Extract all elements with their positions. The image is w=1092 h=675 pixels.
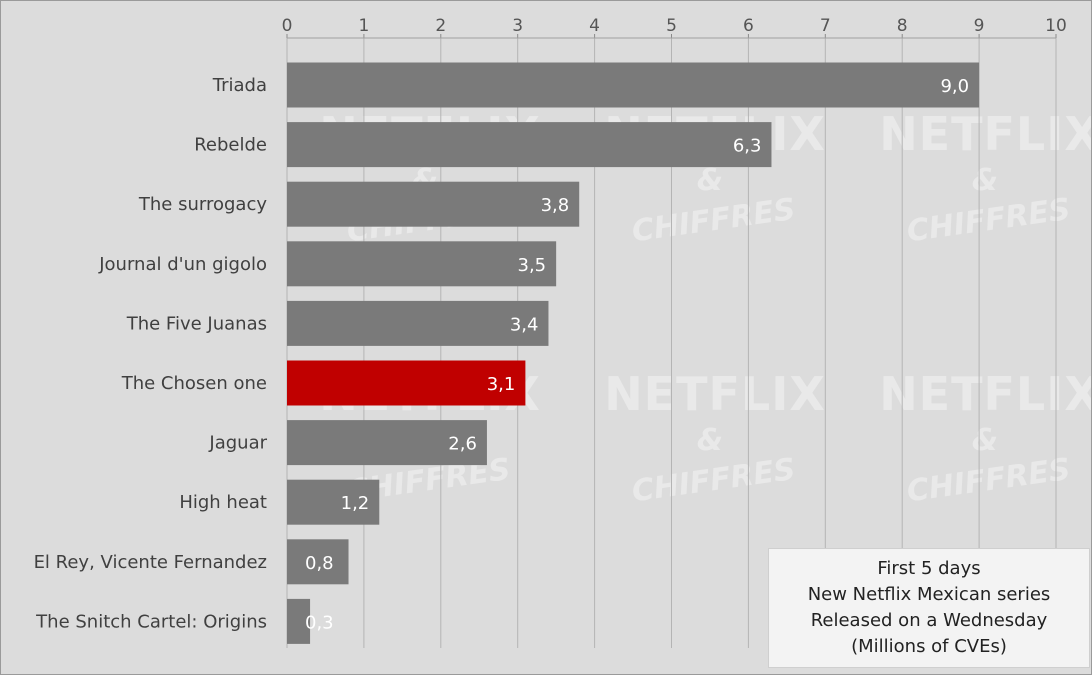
category-label: The Snitch Cartel: Origins xyxy=(35,611,267,632)
x-tick-label: 5 xyxy=(666,16,677,36)
x-tick-label: 3 xyxy=(512,16,523,36)
watermark-sub: CHIFFRES xyxy=(905,192,1073,250)
x-tick-label: 7 xyxy=(820,16,831,36)
watermark-title: NETFLIX xyxy=(879,367,1092,421)
legend-line-3: Released on a Wednesday xyxy=(810,610,1048,631)
category-label: Rebelde xyxy=(194,135,267,156)
category-labels: Triada Rebelde The surrogacy Journal d'un g… xyxy=(34,75,268,632)
bars-layer: 9,0 6,3 3,8 3,5 3,4 3,1 2,6 1,2 0,8 0,3 xyxy=(287,62,980,644)
bar xyxy=(287,479,380,525)
bar-value-label: 0,3 xyxy=(305,612,334,633)
bar-value-label: 3,8 xyxy=(541,195,570,216)
bar xyxy=(287,598,311,644)
bar xyxy=(287,360,526,406)
watermark-amp: & xyxy=(972,423,998,458)
category-label: Journal d'un gigolo xyxy=(98,254,267,275)
category-label: The surrogacy xyxy=(138,194,267,215)
x-axis-ticks: 0 1 2 3 4 5 6 7 8 9 10 xyxy=(282,16,1067,36)
bar xyxy=(287,241,557,287)
watermark-amp: & xyxy=(697,163,723,198)
legend-line-1: First 5 days xyxy=(877,558,981,579)
watermark-sub: CHIFFRES xyxy=(630,192,798,250)
category-label: Triada xyxy=(212,75,267,96)
bar-value-label: 6,3 xyxy=(733,136,762,157)
x-tick-label: 4 xyxy=(589,16,600,36)
x-tick-label: 2 xyxy=(435,16,446,36)
bar xyxy=(287,181,580,227)
legend-line-4: (Millions of CVEs) xyxy=(851,636,1007,657)
legend-box: First 5 days New Netflix Mexican series … xyxy=(768,548,1090,668)
category-label: High heat xyxy=(179,492,267,513)
watermark-amp: & xyxy=(697,423,723,458)
category-label: The Five Juanas xyxy=(126,313,267,334)
watermark-title: NETFLIX xyxy=(879,107,1092,161)
legend-line-2: New Netflix Mexican series xyxy=(807,584,1051,605)
x-tick-label: 10 xyxy=(1045,16,1067,36)
x-tick-label: 6 xyxy=(743,16,754,36)
watermark-sub: CHIFFRES xyxy=(630,452,798,510)
bar-value-label: 1,2 xyxy=(341,493,370,514)
watermark-sub: CHIFFRES xyxy=(905,452,1073,510)
category-label: The Chosen one xyxy=(121,373,267,394)
category-label: Jaguar xyxy=(208,433,267,454)
bar-value-label: 9,0 xyxy=(940,76,969,97)
x-tick-label: 8 xyxy=(897,16,908,36)
bar xyxy=(287,420,487,466)
bar xyxy=(287,62,980,108)
bar-value-label: 2,6 xyxy=(448,434,477,455)
watermark-6: NETFLIX&CHIFFRES xyxy=(879,367,1092,509)
bar-value-label: 3,4 xyxy=(510,314,539,335)
x-tick-label: 9 xyxy=(974,16,985,36)
watermark-amp: & xyxy=(972,163,998,198)
watermark-title: NETFLIX xyxy=(604,367,826,421)
bar xyxy=(287,122,772,168)
bar xyxy=(287,300,549,346)
x-tick-label: 1 xyxy=(358,16,369,36)
bar-value-label: 0,8 xyxy=(305,553,334,574)
watermark-5: NETFLIX&CHIFFRES xyxy=(604,367,826,510)
category-label: El Rey, Vicente Fernandez xyxy=(34,552,267,573)
bar-value-label: 3,5 xyxy=(518,255,547,276)
watermark-3: NETFLIX&CHIFFRES xyxy=(879,107,1092,249)
bar-value-label: 3,1 xyxy=(487,374,516,395)
bar xyxy=(287,539,349,585)
x-tick-label: 0 xyxy=(282,16,293,36)
